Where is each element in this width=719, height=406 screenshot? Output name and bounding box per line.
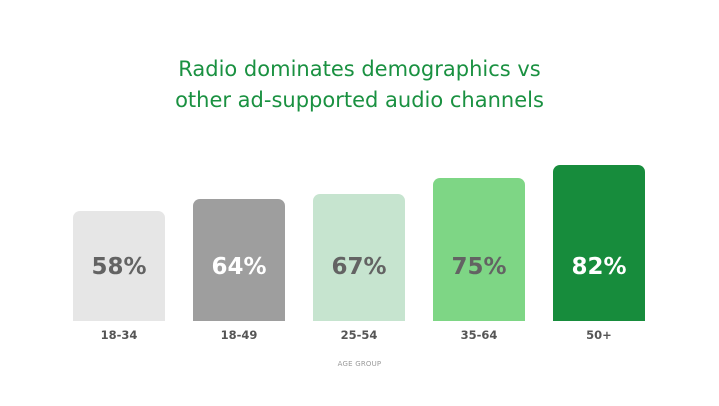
x-axis-label: AGE GROUP <box>337 360 382 368</box>
bar-value-label: 75% <box>451 254 507 280</box>
x-tick-label: 18-49 <box>220 328 258 342</box>
bar-value-label: 82% <box>571 254 627 280</box>
chart-title-line-2: other ad-supported audio channels <box>175 88 544 112</box>
x-tick-label: 50+ <box>586 328 612 342</box>
bar-25-54: 67% <box>313 194 405 321</box>
bar-value-label: 58% <box>91 254 147 280</box>
x-tick-label: 18-34 <box>100 328 138 342</box>
chart-title: Radio dominates demographics vs other ad… <box>0 54 719 116</box>
bar-35-64: 75% <box>433 178 525 321</box>
x-tick-label: 25-54 <box>340 328 378 342</box>
chart-title-line-1: Radio dominates demographics vs <box>178 57 541 81</box>
bar-value-label: 67% <box>331 254 387 280</box>
bar-18-34: 58% <box>73 211 165 321</box>
bar-value-label: 64% <box>211 254 267 280</box>
bar-50-plus: 82% <box>553 165 645 321</box>
x-tick-label: 35-64 <box>460 328 498 342</box>
bar-18-49: 64% <box>193 199 285 321</box>
